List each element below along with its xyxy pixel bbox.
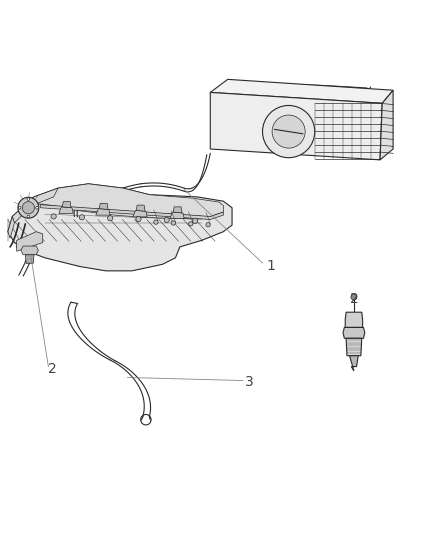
Circle shape — [206, 223, 210, 227]
Polygon shape — [34, 184, 223, 219]
Polygon shape — [346, 338, 362, 356]
Circle shape — [272, 115, 305, 148]
Circle shape — [27, 215, 30, 218]
Polygon shape — [350, 356, 358, 371]
Polygon shape — [21, 246, 39, 255]
Polygon shape — [133, 211, 147, 217]
Polygon shape — [345, 312, 363, 327]
Polygon shape — [99, 204, 108, 209]
Circle shape — [164, 217, 170, 223]
Polygon shape — [170, 212, 184, 219]
Polygon shape — [25, 255, 34, 263]
Text: 3: 3 — [245, 375, 254, 389]
Circle shape — [36, 206, 39, 209]
Polygon shape — [59, 207, 73, 213]
Circle shape — [108, 215, 113, 221]
Circle shape — [171, 221, 176, 225]
Circle shape — [18, 197, 39, 218]
Circle shape — [192, 218, 198, 223]
Text: 1: 1 — [267, 260, 276, 273]
Text: 2: 2 — [350, 292, 358, 306]
Circle shape — [27, 198, 30, 200]
Circle shape — [136, 216, 141, 222]
Circle shape — [79, 215, 85, 220]
Circle shape — [18, 206, 21, 209]
Polygon shape — [12, 188, 58, 223]
Circle shape — [154, 220, 158, 224]
Polygon shape — [210, 79, 393, 103]
Circle shape — [22, 201, 35, 214]
Circle shape — [51, 214, 56, 219]
Polygon shape — [210, 92, 382, 160]
Polygon shape — [96, 208, 110, 215]
Polygon shape — [343, 327, 365, 338]
Text: 2: 2 — [48, 362, 57, 376]
Circle shape — [262, 106, 315, 158]
Polygon shape — [380, 90, 393, 160]
Polygon shape — [41, 205, 223, 220]
Circle shape — [188, 222, 193, 226]
Polygon shape — [173, 207, 182, 213]
Polygon shape — [8, 184, 232, 271]
Polygon shape — [17, 232, 43, 251]
Polygon shape — [62, 201, 71, 208]
Circle shape — [351, 294, 357, 300]
Polygon shape — [136, 205, 145, 211]
Polygon shape — [8, 216, 14, 238]
